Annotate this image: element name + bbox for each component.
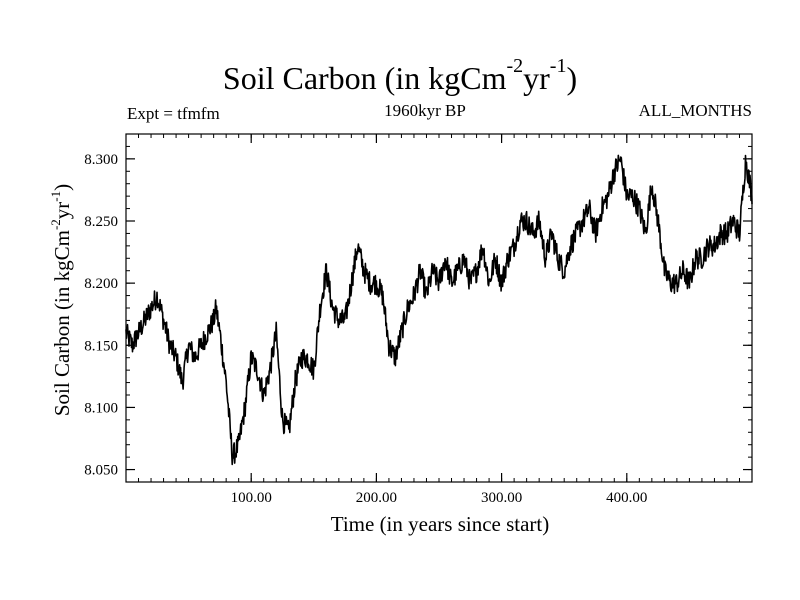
y-tick-label: 8.150 [84,338,118,354]
major-ticks [126,134,752,482]
x-tick-label: 400.00 [606,490,647,506]
x-axis-label: Time (in years since start) [330,512,550,536]
plot-frame [125,133,753,483]
y-tick-label: 8.300 [84,152,118,168]
x-tick-label: 100.00 [231,490,272,506]
months-label: ALL_MONTHS [638,101,752,120]
y-tick-label: 8.050 [84,463,118,479]
experiment-label: Expt = tfmfm [127,104,220,123]
minor-ticks [126,134,752,482]
x-tick-label: 300.00 [481,490,522,506]
y-tick-label: 8.250 [84,214,118,230]
chart-title: Soil Carbon (in kgCm-2yr-1) [222,55,578,96]
x-tick-label: 200.00 [356,490,397,506]
y-tick-label: 8.100 [84,400,118,416]
tick-labels: 100.00 200.00 300.00 400.00 8.050 8.100 8.150 8… [84,152,647,506]
y-tick-label: 8.200 [84,276,118,292]
series-line-soil-carbon [125,154,753,466]
chart-subtitle: 1960kyr BP [384,101,466,120]
